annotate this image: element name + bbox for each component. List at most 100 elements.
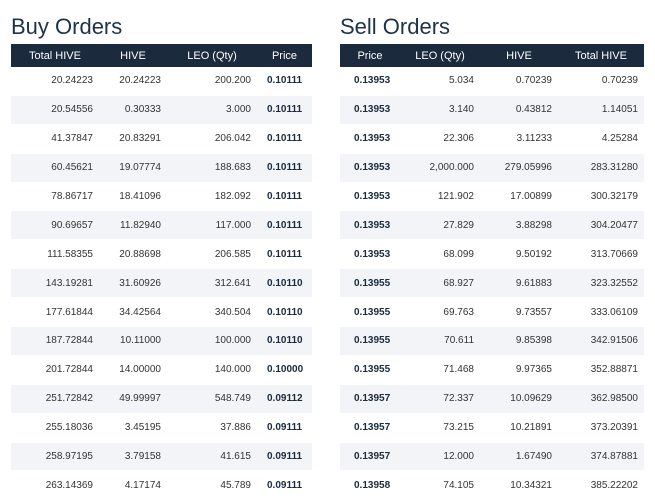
buy-order-row[interactable]: 255.18036 3.45195 37.886 0.09111 bbox=[11, 413, 312, 443]
buy-col-leo-qty[interactable]: LEO (Qty) bbox=[167, 44, 257, 67]
buy-order-row[interactable]: 201.72844 14.00000 140.000 0.10000 bbox=[11, 355, 312, 385]
sell-leo-qty-cell: 2,000.000 bbox=[400, 153, 480, 183]
sell-price-cell: 0.13955 bbox=[340, 355, 400, 385]
sell-hive-cell: 9.50192 bbox=[480, 239, 558, 270]
buy-col-hive[interactable]: HIVE bbox=[99, 44, 167, 67]
sell-leo-qty-cell: 121.902 bbox=[400, 182, 480, 212]
buy-order-row[interactable]: 90.69657 11.82940 117.000 0.10111 bbox=[11, 210, 312, 241]
sell-price-cell: 0.13953 bbox=[340, 153, 400, 183]
buy-total-hive-cell: 255.18036 bbox=[11, 413, 99, 443]
buy-col-total-hive[interactable]: Total HIVE bbox=[11, 44, 99, 67]
buy-leo-qty-cell: 206.585 bbox=[167, 239, 257, 270]
buy-order-row[interactable]: 78.86717 18.41096 182.092 0.10111 bbox=[11, 182, 312, 212]
buy-leo-qty-cell: 41.615 bbox=[167, 442, 257, 472]
buy-order-row[interactable]: 20.54556 0.30333 3.000 0.10111 bbox=[11, 95, 312, 125]
sell-price-cell: 0.13953 bbox=[340, 95, 400, 125]
sell-order-row[interactable]: 0.13953 121.902 17.00899 300.32179 bbox=[340, 182, 644, 212]
buy-hive-cell: 4.17174 bbox=[99, 470, 167, 500]
buy-order-row[interactable]: 258.97195 3.79158 41.615 0.09111 bbox=[11, 442, 312, 472]
buy-total-hive-cell: 20.54556 bbox=[11, 95, 99, 125]
buy-leo-qty-cell: 140.000 bbox=[167, 355, 257, 385]
sell-price-cell: 0.13953 bbox=[340, 182, 400, 212]
buy-hive-cell: 34.42564 bbox=[99, 297, 167, 328]
sell-order-row[interactable]: 0.13953 5.034 0.70239 0.70239 bbox=[340, 67, 644, 96]
buy-price-cell: 0.09111 bbox=[257, 413, 312, 443]
sell-order-row[interactable]: 0.13953 22.306 3.11233 4.25284 bbox=[340, 124, 644, 154]
sell-hive-cell: 10.21891 bbox=[480, 413, 558, 443]
sell-order-row[interactable]: 0.13955 68.927 9.61883 323.32552 bbox=[340, 268, 644, 299]
buy-hive-cell: 19.07774 bbox=[99, 153, 167, 183]
buy-total-hive-cell: 20.24223 bbox=[11, 67, 99, 96]
sell-col-leo-qty[interactable]: LEO (Qty) bbox=[400, 44, 480, 67]
sell-hive-cell: 9.61883 bbox=[480, 268, 558, 299]
sell-order-row[interactable]: 0.13957 72.337 10.09629 362.98500 bbox=[340, 384, 644, 414]
sell-price-cell: 0.13957 bbox=[340, 384, 400, 414]
sell-order-row[interactable]: 0.13953 2,000.000 279.05996 283.31280 bbox=[340, 153, 644, 183]
sell-order-row[interactable]: 0.13953 3.140 0.43812 1.14051 bbox=[340, 95, 644, 125]
buy-price-cell: 0.09111 bbox=[257, 470, 312, 500]
sell-leo-qty-cell: 22.306 bbox=[400, 124, 480, 154]
buy-leo-qty-cell: 206.042 bbox=[167, 124, 257, 154]
sell-col-total-hive[interactable]: Total HIVE bbox=[558, 44, 644, 67]
buy-hive-cell: 10.11000 bbox=[99, 326, 167, 356]
buy-order-row[interactable]: 187.72844 10.11000 100.000 0.10110 bbox=[11, 326, 312, 356]
sell-col-hive[interactable]: HIVE bbox=[480, 44, 558, 67]
sell-leo-qty-cell: 27.829 bbox=[400, 210, 480, 241]
buy-leo-qty-cell: 45.789 bbox=[167, 470, 257, 500]
sell-hive-cell: 9.73557 bbox=[480, 297, 558, 328]
sell-total-hive-cell: 0.70239 bbox=[558, 67, 644, 96]
buy-order-row[interactable]: 41.37847 20.83291 206.042 0.10111 bbox=[11, 124, 312, 154]
buy-price-cell: 0.10110 bbox=[257, 326, 312, 356]
sell-hive-cell: 279.05996 bbox=[480, 153, 558, 183]
buy-price-cell: 0.10111 bbox=[257, 239, 312, 270]
sell-leo-qty-cell: 73.215 bbox=[400, 413, 480, 443]
sell-price-cell: 0.13953 bbox=[340, 124, 400, 154]
buy-price-cell: 0.09111 bbox=[257, 442, 312, 472]
sell-leo-qty-cell: 71.468 bbox=[400, 355, 480, 385]
sell-price-cell: 0.13955 bbox=[340, 326, 400, 356]
sell-leo-qty-cell: 68.099 bbox=[400, 239, 480, 270]
buy-orders-table: Total HIVE HIVE LEO (Qty) Price 20.24223… bbox=[11, 44, 312, 500]
sell-price-cell: 0.13955 bbox=[340, 268, 400, 299]
buy-orders-header-row: Total HIVE HIVE LEO (Qty) Price bbox=[11, 44, 312, 67]
buy-order-row[interactable]: 111.58355 20.88698 206.585 0.10111 bbox=[11, 239, 312, 270]
buy-col-price[interactable]: Price bbox=[257, 44, 312, 67]
sell-total-hive-cell: 313.70669 bbox=[558, 239, 644, 270]
sell-total-hive-cell: 352.88871 bbox=[558, 355, 644, 385]
sell-order-row[interactable]: 0.13953 27.829 3.88298 304.20477 bbox=[340, 210, 644, 241]
sell-order-row[interactable]: 0.13957 73.215 10.21891 373.20391 bbox=[340, 413, 644, 443]
buy-total-hive-cell: 90.69657 bbox=[11, 210, 99, 241]
buy-order-row[interactable]: 251.72842 49.99997 548.749 0.09112 bbox=[11, 384, 312, 414]
sell-total-hive-cell: 342.91506 bbox=[558, 326, 644, 356]
buy-order-row[interactable]: 263.14369 4.17174 45.789 0.09111 bbox=[11, 470, 312, 500]
buy-total-hive-cell: 177.61844 bbox=[11, 297, 99, 328]
sell-order-row[interactable]: 0.13953 68.099 9.50192 313.70669 bbox=[340, 239, 644, 270]
sell-order-row[interactable]: 0.13957 12.000 1.67490 374.87881 bbox=[340, 442, 644, 472]
buy-leo-qty-cell: 182.092 bbox=[167, 182, 257, 212]
buy-hive-cell: 18.41096 bbox=[99, 182, 167, 212]
buy-order-row[interactable]: 60.45621 19.07774 188.683 0.10111 bbox=[11, 153, 312, 183]
sell-order-row[interactable]: 0.13958 74.105 10.34321 385.22202 bbox=[340, 470, 644, 500]
sell-price-cell: 0.13958 bbox=[340, 470, 400, 500]
buy-order-row[interactable]: 177.61844 34.42564 340.504 0.10110 bbox=[11, 297, 312, 328]
buy-price-cell: 0.10111 bbox=[257, 153, 312, 183]
buy-order-row[interactable]: 20.24223 20.24223 200.200 0.10111 bbox=[11, 67, 312, 96]
sell-total-hive-cell: 4.25284 bbox=[558, 124, 644, 154]
buy-total-hive-cell: 251.72842 bbox=[11, 384, 99, 414]
sell-leo-qty-cell: 70.611 bbox=[400, 326, 480, 356]
sell-total-hive-cell: 373.20391 bbox=[558, 413, 644, 443]
buy-price-cell: 0.10110 bbox=[257, 268, 312, 299]
sell-hive-cell: 1.67490 bbox=[480, 442, 558, 472]
sell-hive-cell: 0.70239 bbox=[480, 67, 558, 96]
sell-total-hive-cell: 1.14051 bbox=[558, 95, 644, 125]
sell-price-cell: 0.13953 bbox=[340, 67, 400, 96]
sell-col-price[interactable]: Price bbox=[340, 44, 400, 67]
sell-order-row[interactable]: 0.13955 69.763 9.73557 333.06109 bbox=[340, 297, 644, 328]
sell-leo-qty-cell: 74.105 bbox=[400, 470, 480, 500]
sell-total-hive-cell: 362.98500 bbox=[558, 384, 644, 414]
sell-hive-cell: 9.97365 bbox=[480, 355, 558, 385]
buy-order-row[interactable]: 143.19281 31.60926 312.641 0.10110 bbox=[11, 268, 312, 299]
sell-order-row[interactable]: 0.13955 70.611 9.85398 342.91506 bbox=[340, 326, 644, 356]
sell-price-cell: 0.13957 bbox=[340, 442, 400, 472]
sell-order-row[interactable]: 0.13955 71.468 9.97365 352.88871 bbox=[340, 355, 644, 385]
